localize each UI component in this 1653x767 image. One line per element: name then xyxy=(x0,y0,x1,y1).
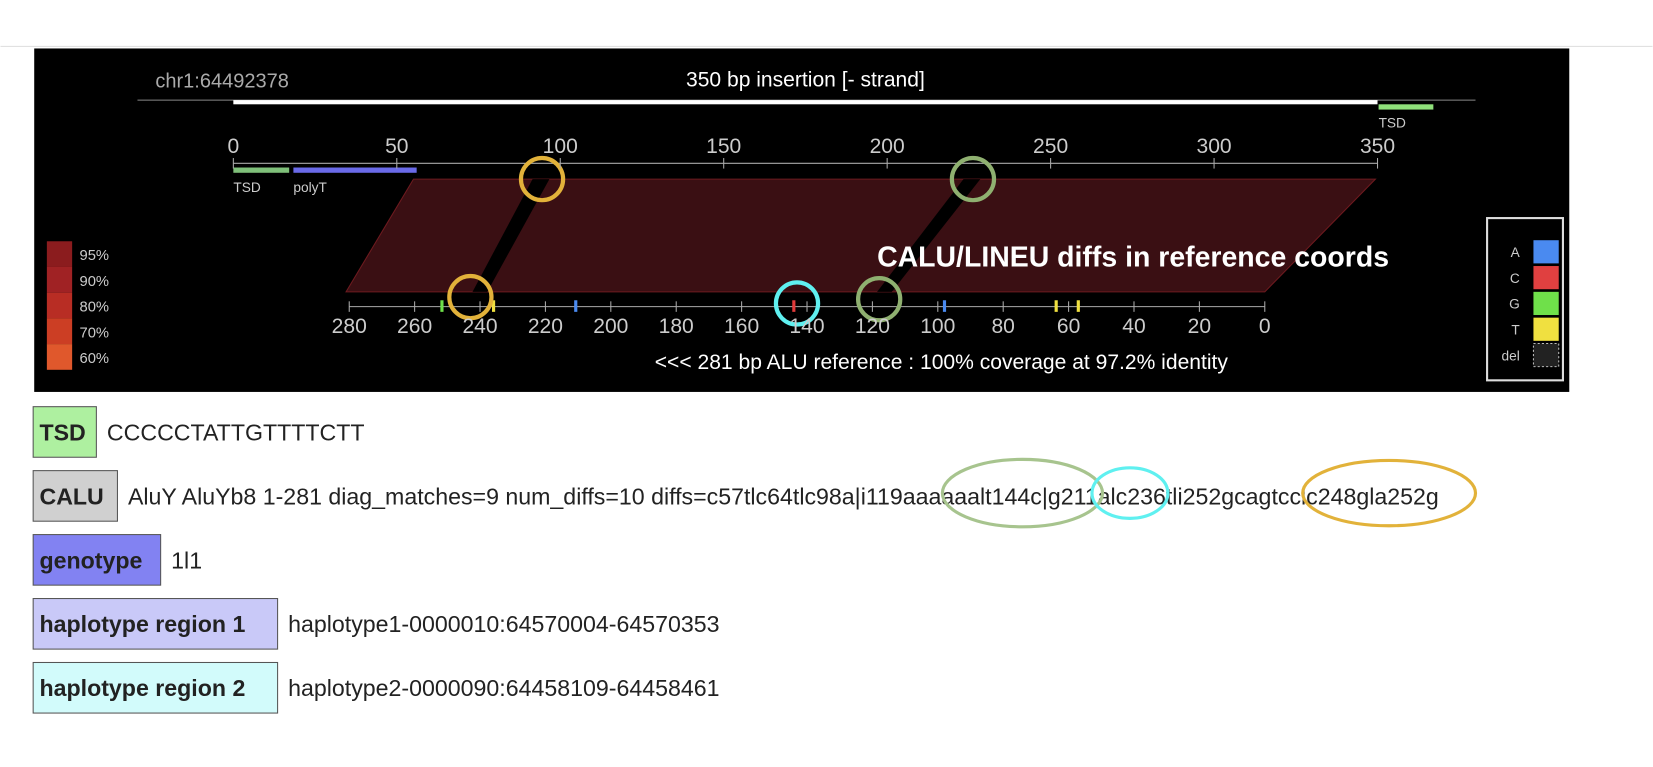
row-value: 1l1 xyxy=(171,547,202,573)
row-value: AluY AluYb8 1-281 diag_matches=9 num_dif… xyxy=(128,483,1439,509)
feature-bar xyxy=(293,167,417,173)
tick-label: 0 xyxy=(227,135,239,158)
gap-wedge xyxy=(472,179,550,292)
identity-label: 80% xyxy=(80,300,110,316)
diff-marks xyxy=(440,300,1080,312)
identity-swatch xyxy=(46,292,73,319)
tick-label: 120 xyxy=(855,315,890,338)
base-legend-box xyxy=(1486,217,1564,382)
tick-label: 150 xyxy=(706,135,741,158)
tick-label: 280 xyxy=(332,315,367,338)
identity-label: 95% xyxy=(80,248,110,264)
identity-swatch xyxy=(46,241,73,267)
base-label: C xyxy=(1510,271,1520,286)
gap-wedge xyxy=(877,179,981,292)
tick-label: 240 xyxy=(462,315,497,338)
feature-bar xyxy=(233,167,290,173)
identity-swatch xyxy=(46,344,73,370)
row-label: haplotype region 2 xyxy=(39,675,245,701)
tick-label: 300 xyxy=(1196,135,1231,158)
tick-label: 180 xyxy=(659,315,694,338)
tick-label: 100 xyxy=(543,135,578,158)
base-label: A xyxy=(1511,245,1521,260)
base-swatch xyxy=(1533,266,1559,290)
rows: TSD CCCCCTATTGTTTTCTT CALU AluY AluYb8 1-28… xyxy=(32,406,1439,714)
base-swatch xyxy=(1532,342,1560,368)
feature-label: TSD xyxy=(233,180,260,195)
location: chr1:64492378 xyxy=(155,70,288,92)
row-label: TSD xyxy=(39,419,85,445)
tick-label: 40 xyxy=(1122,315,1145,338)
highlight xyxy=(949,155,997,203)
highlight-circles xyxy=(447,155,997,327)
tick-label: 160 xyxy=(724,315,759,338)
annotation: CALU/LINEU diffs in reference coords xyxy=(877,242,1389,274)
identity-swatch xyxy=(46,318,73,345)
row-value: CCCCCTATTGTTTTCTT xyxy=(107,419,365,445)
title: 350 bp insertion [- strand] xyxy=(686,68,925,91)
row-label-box xyxy=(32,534,162,586)
row-label-box xyxy=(32,406,97,458)
row-label: haplotype region 1 xyxy=(39,611,245,637)
tick-label: 200 xyxy=(870,135,905,158)
tick-label: 260 xyxy=(397,315,432,338)
tick-label: 250 xyxy=(1033,135,1068,158)
highlight xyxy=(518,155,566,203)
base-label: T xyxy=(1511,323,1520,338)
row-label: CALU xyxy=(39,483,103,509)
insertion-bar xyxy=(233,100,1378,105)
text-highlights xyxy=(940,457,1478,529)
identity-swatch xyxy=(46,266,73,293)
row-label-box xyxy=(32,661,279,714)
highlight xyxy=(1301,458,1478,528)
tick-label: 60 xyxy=(1057,315,1080,338)
row-value: haplotype2-0000090:64458109-64458461 xyxy=(288,675,719,701)
tick-label: 140 xyxy=(789,315,824,338)
feature-label: polyT xyxy=(293,180,327,195)
tick-label: 0 xyxy=(1259,315,1271,338)
highlight xyxy=(856,276,903,323)
base-swatch xyxy=(1533,317,1559,341)
tick-label: 50 xyxy=(385,135,408,158)
tick-label: 220 xyxy=(528,315,563,338)
alignment xyxy=(345,178,1377,293)
highlight xyxy=(447,273,494,321)
base-label: del xyxy=(1501,348,1519,363)
tick-label: 80 xyxy=(991,315,1014,338)
row-value: haplotype1-0000010:64570004-64570353 xyxy=(288,611,719,637)
identity-label: 70% xyxy=(80,325,110,341)
highlight xyxy=(1090,466,1170,520)
tick-label: 200 xyxy=(593,315,628,338)
tick-label: 100 xyxy=(920,315,955,338)
tick-label: 20 xyxy=(1188,315,1211,338)
base-swatch xyxy=(1533,291,1559,316)
tsd-bar xyxy=(1378,104,1434,110)
row-label: genotype xyxy=(39,547,142,573)
tick-label: 350 xyxy=(1360,135,1395,158)
tsd-label: TSD xyxy=(1379,115,1406,130)
highlight xyxy=(773,280,821,327)
base-swatch xyxy=(1533,240,1559,264)
highlight xyxy=(940,457,1105,529)
identity-label: 60% xyxy=(80,351,110,367)
row-label-box xyxy=(32,470,118,522)
row-label-box xyxy=(32,598,279,650)
base-label: G xyxy=(1509,297,1520,312)
identity-label: 90% xyxy=(80,274,110,290)
caption: <<< 281 bp ALU reference : 100% coverage… xyxy=(655,351,1229,374)
